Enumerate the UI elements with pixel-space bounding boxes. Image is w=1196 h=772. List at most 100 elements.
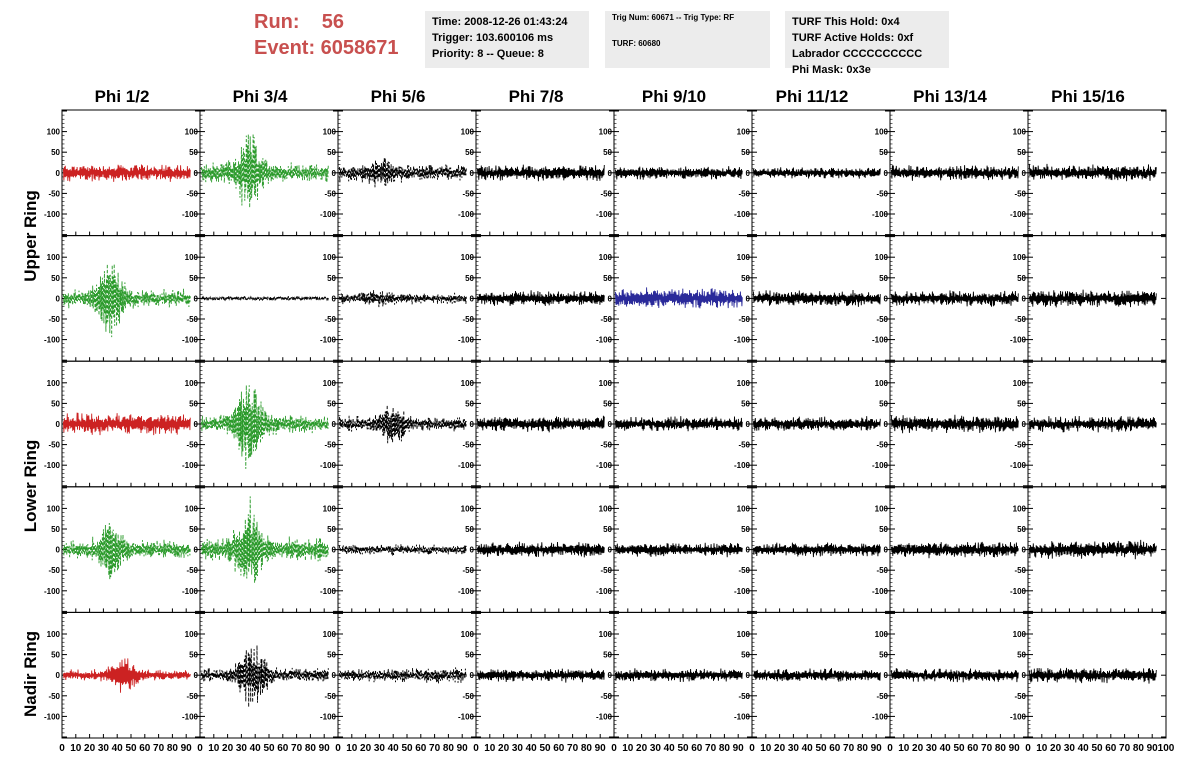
x-tick-label: 60: [829, 743, 841, 754]
y-tick-label: 50: [327, 651, 336, 660]
x-tick-label: 50: [1091, 743, 1103, 754]
y-tick-label: 0: [1022, 294, 1027, 303]
y-tick-label: -100: [596, 461, 613, 470]
y-tick-label: 0: [1022, 671, 1027, 680]
y-tick-label: 100: [461, 379, 475, 388]
y-tick-label: -50: [324, 566, 336, 575]
y-tick-label: 0: [194, 294, 199, 303]
x-tick-label: 80: [719, 743, 731, 754]
y-tick-label: -50: [738, 566, 750, 575]
x-tick-label: 20: [84, 743, 96, 754]
y-tick-label: -50: [462, 692, 474, 701]
y-tick-label: 100: [185, 379, 199, 388]
x-tick-label: 0: [473, 743, 479, 754]
x-tick-label: 30: [788, 743, 800, 754]
y-tick-label: 100: [47, 504, 61, 513]
y-tick-label: 50: [189, 274, 198, 283]
x-tick-label: 80: [581, 743, 593, 754]
x-tick-label: 50: [677, 743, 689, 754]
y-tick-label: 0: [608, 546, 613, 555]
waveform-trace: [62, 412, 191, 436]
x-tick-label: 20: [360, 743, 372, 754]
turf-info-box: TURF This Hold: 0x4 TURF Active Holds: 0…: [785, 11, 949, 76]
y-tick-label: 100: [47, 253, 61, 262]
waveform-trace: [890, 165, 1019, 181]
y-tick-label: 0: [56, 294, 61, 303]
y-tick-label: -100: [596, 336, 613, 345]
y-tick-label: 50: [603, 274, 612, 283]
x-tick-label: 90: [181, 743, 193, 754]
y-tick-label: -100: [872, 336, 889, 345]
y-tick-label: 50: [1017, 148, 1026, 157]
x-tick-label: 10: [1036, 743, 1048, 754]
y-tick-label: -50: [186, 189, 198, 198]
y-tick-label: 50: [603, 148, 612, 157]
waveform-trace: [752, 416, 881, 431]
waveform-trace: [338, 543, 467, 556]
y-tick-label: 100: [1013, 379, 1027, 388]
y-tick-label: -100: [44, 587, 61, 596]
waveform-trace: [62, 658, 191, 693]
x-tick-label: 50: [815, 743, 827, 754]
y-tick-label: 100: [323, 253, 337, 262]
y-tick-label: -50: [186, 566, 198, 575]
y-tick-label: 100: [737, 630, 751, 639]
y-tick-label: 50: [1017, 274, 1026, 283]
y-tick-label: 0: [1022, 420, 1027, 429]
phi-mask-text: Phi Mask: 0x3e: [792, 64, 871, 76]
y-tick-label: 50: [189, 525, 198, 534]
y-tick-label: 50: [741, 399, 750, 408]
waveform-trace: [890, 290, 1019, 307]
y-tick-label: 50: [51, 399, 60, 408]
y-tick-label: 0: [332, 169, 337, 178]
x-tick-label: 0: [887, 743, 893, 754]
x-tick-label: 90: [871, 743, 883, 754]
x-tick-label: 60: [415, 743, 427, 754]
y-tick-label: 100: [47, 379, 61, 388]
y-tick-label: 0: [470, 420, 475, 429]
y-tick-label: 100: [875, 504, 889, 513]
panel-frame: [337, 611, 477, 739]
y-tick-label: 50: [741, 651, 750, 660]
x-tick-label: 50: [953, 743, 965, 754]
priority-text: Priority: 8 -- Queue: 8: [432, 48, 544, 60]
y-tick-label: -100: [320, 587, 337, 596]
y-tick-label: 50: [741, 274, 750, 283]
waveform-trace: [614, 542, 743, 558]
trig-num-box: Trig Num: 60671 -- Trig Type: RF TURF: 6…: [605, 11, 770, 68]
y-tick-label: 0: [608, 169, 613, 178]
y-tick-label: -50: [738, 315, 750, 324]
y-tick-label: -100: [734, 461, 751, 470]
x-tick-label: 40: [664, 743, 676, 754]
x-tick-label: 20: [912, 743, 924, 754]
run-label: Run: 56: [254, 11, 345, 33]
y-tick-label: 0: [884, 546, 889, 555]
time-text: Time: 2008-12-26 01:43:24: [432, 16, 568, 28]
x-tick-label: 70: [567, 743, 579, 754]
x-tick-label: 90: [1009, 743, 1021, 754]
x-tick-label: 30: [98, 743, 110, 754]
waveform-trace: [200, 385, 329, 469]
y-tick-label: -100: [1010, 712, 1027, 721]
y-tick-label: -100: [458, 712, 475, 721]
y-tick-label: -50: [48, 441, 60, 450]
x-tick-label: 10: [208, 743, 220, 754]
y-tick-label: 100: [461, 630, 475, 639]
y-tick-label: 0: [746, 294, 751, 303]
y-tick-label: -100: [1010, 461, 1027, 470]
y-tick-label: -50: [600, 566, 612, 575]
waveform-trace: [338, 290, 467, 308]
y-tick-label: 50: [327, 274, 336, 283]
turf-hold-text: TURF This Hold: 0x4: [792, 16, 900, 28]
x-tick-label: 80: [443, 743, 455, 754]
y-tick-label: 50: [51, 274, 60, 283]
y-tick-label: -50: [1014, 189, 1026, 198]
waveform-trace: [200, 295, 329, 302]
y-tick-label: 0: [470, 671, 475, 680]
y-tick-label: 50: [327, 525, 336, 534]
y-tick-label: 0: [1022, 169, 1027, 178]
x-tick-label: 30: [236, 743, 248, 754]
y-tick-label: -50: [48, 315, 60, 324]
column-title-phi-15-16: Phi 15/16: [1051, 87, 1125, 106]
